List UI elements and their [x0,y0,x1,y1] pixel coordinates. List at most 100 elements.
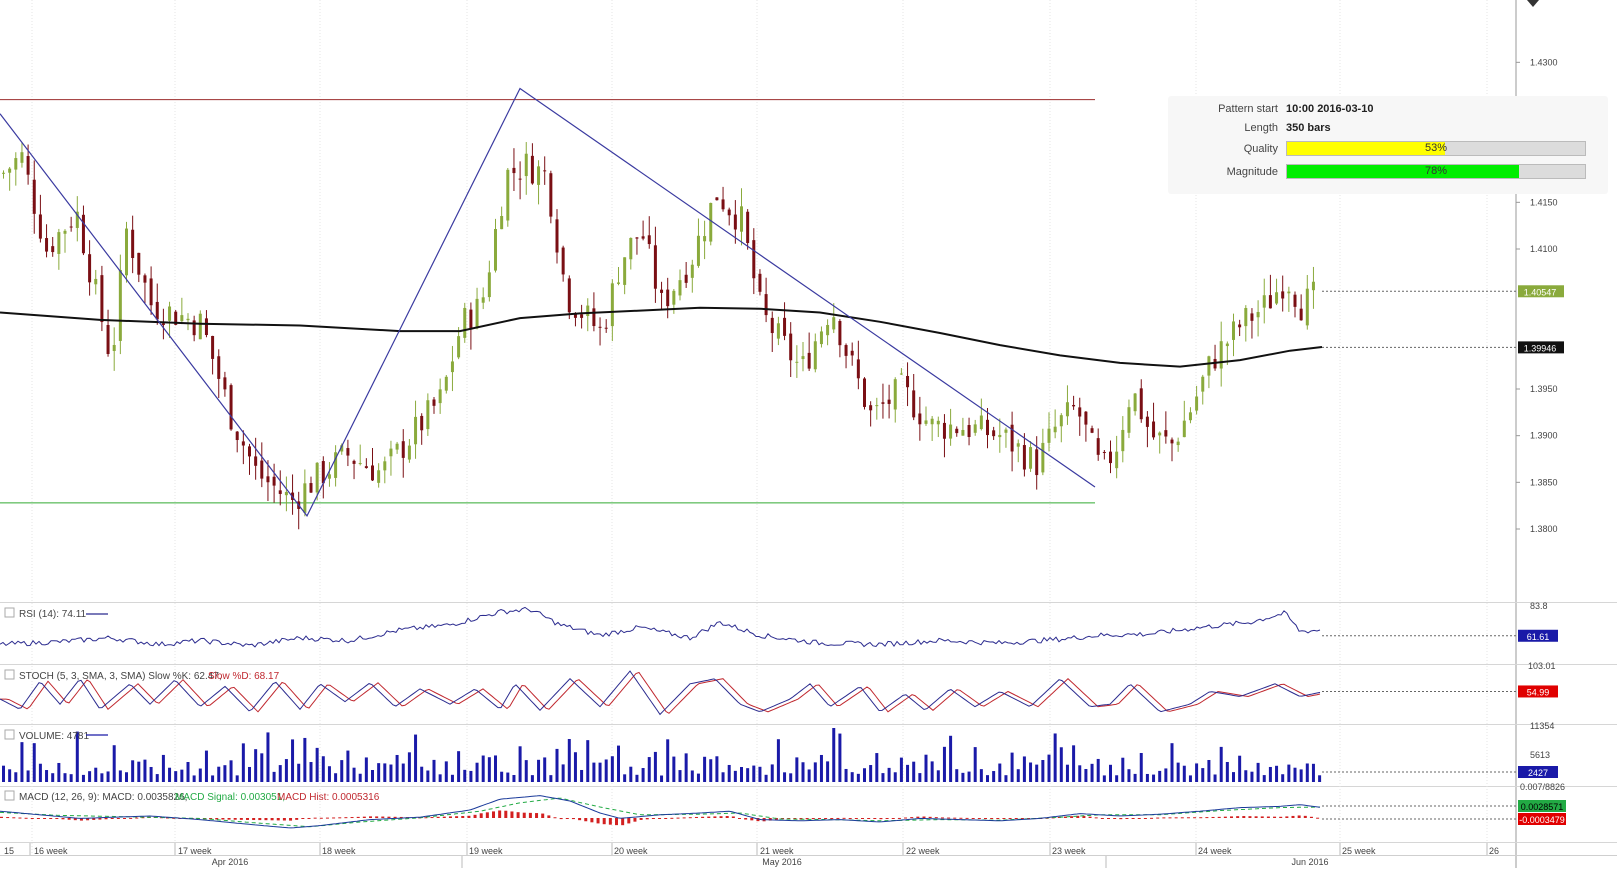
candle-body [155,301,159,320]
volume-bar [641,768,645,782]
candle-body [260,460,264,479]
candle-body [180,315,184,322]
candle-body [1262,295,1266,308]
candle-body [1201,376,1205,392]
macd-hist-bar [639,818,643,820]
volume-bar [420,766,424,782]
rsi-tick-label: 83.8 [1530,601,1548,611]
macd-hist-bar [381,816,385,818]
macd-hist-bar [135,817,139,819]
volume-bar [1268,766,1272,782]
candle-body [1102,451,1106,453]
candle-body [1250,313,1254,321]
volume-bar [180,769,184,782]
pattern-start-row: Pattern start 10:00 2016-03-10 [1168,100,1608,118]
macd-hist-bar [658,818,662,819]
candle-body [641,236,645,239]
volume-bar [795,757,799,782]
macd-hist-bar [830,818,834,819]
collapse-arrow-icon[interactable] [1527,0,1539,7]
volume-bar [475,762,479,782]
candle-body [1041,442,1045,473]
time-axis-label: 21 week [760,846,794,856]
volume-bar [918,773,922,782]
candle-body [586,305,590,316]
volume-bar [850,772,854,782]
candle-body [100,275,104,323]
candle-body [869,405,873,411]
macd-hist-bar [129,817,133,819]
macd-hist-bar [430,817,434,819]
time-axis-label: 26 [1489,846,1499,856]
macd-hist-bar [1309,816,1313,818]
candle-body [986,419,989,436]
volume-bar [1102,775,1106,782]
macd-hist-bar [1070,816,1074,818]
candle-body [770,317,774,334]
volume-bar [543,757,547,782]
volume-bar [930,761,934,782]
macd-hist-bar [1303,815,1307,818]
candle-body [1065,402,1069,417]
macd-hist-bar [897,817,901,819]
volume-bar [1219,746,1223,782]
macd-hist-bar [307,817,311,819]
candle-body [450,361,454,373]
candle-body [530,155,534,184]
macd-hist-bar [965,817,969,819]
volume-bar [1145,773,1149,782]
volume-bar [272,771,276,782]
candle-body [936,420,940,425]
volume-bar [875,753,879,782]
volume-bar [383,763,387,782]
volume-bar [401,763,405,782]
macd-hist-bar [1193,817,1197,819]
pattern-magnitude-label: Magnitude [1226,166,1278,178]
macd-hist-bar [719,816,723,818]
macd-hist-bar [571,818,575,820]
macd-hist-bar [971,818,975,819]
candle-body [303,483,307,513]
volume-bar [204,750,208,782]
volume-bar [1029,762,1033,782]
volume-bar [789,773,793,782]
candle-body [998,434,1002,438]
candle-body [942,422,946,439]
volume-bar [610,756,614,782]
volume-bar [1090,763,1094,782]
macd-hist-bar [627,818,631,824]
candle-body [1145,416,1149,427]
volume-bar [1170,743,1174,782]
macd-hist-bar [596,818,600,824]
candle-body [1299,308,1303,321]
macd-hist-bar [547,815,551,818]
time-axis-label: Jun 2016 [1291,857,1328,867]
volume-bar [2,765,5,782]
volume-bar [340,760,344,782]
candle-body [327,474,331,479]
candle-body [284,491,288,496]
macd-hist-bar [578,818,582,821]
volume-bar [303,737,307,782]
volume-bar [125,772,128,782]
volume-bar [1213,774,1217,782]
volume-bar [783,772,787,782]
macd-hist-bar [325,817,329,819]
last-price-tag [1518,285,1564,298]
candle-body [352,460,356,464]
macd-hist-bar [848,818,852,819]
candle-body [1207,356,1211,376]
macd-hist-bar [694,816,698,818]
macd-hist-bar [92,818,96,820]
macd-hist-bar [1137,818,1141,819]
volume-bar [500,771,504,782]
volume-bar [20,742,24,782]
volume-bar [733,770,737,782]
volume-bar [690,770,694,782]
candle-body [893,379,897,410]
volume-bar [506,772,510,782]
time-axis-label: 25 week [1342,846,1376,856]
macd-hist-bar [947,817,951,819]
volume-bar [973,747,977,782]
macd-hist-bar [1063,816,1067,818]
